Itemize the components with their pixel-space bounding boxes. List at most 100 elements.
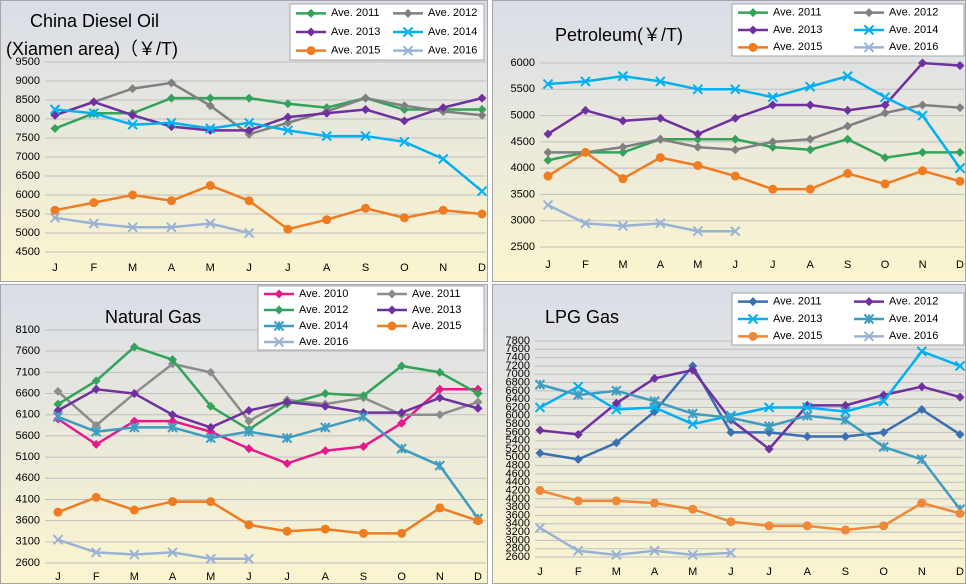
marker: [748, 8, 758, 18]
marker: [438, 103, 448, 113]
marker-shape: [917, 405, 927, 415]
y-tick-label: 7600: [506, 343, 530, 355]
marker: [387, 305, 397, 315]
marker-shape: [166, 78, 176, 88]
marker: [611, 385, 622, 397]
marker-shape: [166, 222, 177, 233]
legend-label: Ave. 2013: [773, 313, 822, 325]
marker-shape: [438, 205, 448, 215]
chart-title: China Diesel Oil: [30, 11, 159, 31]
marker: [918, 100, 928, 110]
x-tick-label: F: [575, 566, 582, 578]
marker: [917, 382, 927, 392]
marker: [805, 134, 815, 144]
marker: [49, 104, 61, 115]
marker: [168, 497, 178, 507]
marker: [692, 226, 704, 237]
legend-label: Ave. 2014: [889, 24, 938, 36]
marker-shape: [955, 103, 965, 113]
legend-item: Ave. 2011: [738, 296, 822, 308]
marker: [435, 410, 445, 420]
marker: [399, 116, 409, 126]
marker: [805, 145, 815, 155]
marker: [840, 400, 850, 410]
marker-shape: [168, 410, 178, 420]
marker-shape: [693, 161, 703, 171]
marker-shape: [306, 27, 316, 37]
marker-shape: [306, 8, 316, 18]
marker-shape: [205, 101, 215, 111]
marker: [358, 442, 368, 451]
marker: [477, 110, 487, 120]
marker: [730, 171, 740, 181]
marker: [360, 130, 371, 142]
marker: [358, 391, 368, 401]
marker: [842, 70, 853, 82]
marker: [283, 118, 293, 128]
marker-shape: [880, 153, 890, 163]
x-tick-label: J: [52, 262, 58, 274]
legend-label: Ave. 2011: [773, 7, 822, 19]
marker: [730, 134, 740, 144]
marker-shape: [611, 496, 621, 506]
marker-shape: [306, 46, 316, 56]
x-tick-label: J: [246, 571, 252, 583]
marker: [535, 486, 545, 496]
marker: [802, 432, 812, 442]
marker: [767, 91, 778, 103]
x-tick-label: A: [804, 566, 812, 578]
marker: [322, 215, 332, 225]
x-tick-label: D: [474, 571, 482, 583]
marker-shape: [205, 218, 216, 229]
marker-shape: [880, 100, 890, 110]
marker: [534, 522, 546, 534]
marker-shape: [387, 305, 397, 315]
marker-shape: [91, 492, 101, 502]
legend-item: Ave. 2013: [296, 26, 380, 38]
marker: [320, 401, 330, 411]
marker: [843, 121, 853, 131]
marker-shape: [573, 496, 583, 506]
marker: [53, 386, 63, 396]
marker: [840, 406, 851, 417]
x-tick-label: M: [128, 262, 137, 274]
y-tick-label: 5800: [506, 418, 530, 430]
marker: [435, 503, 445, 513]
y-tick-label: 2800: [506, 543, 530, 555]
marker: [473, 403, 483, 413]
y-tick-label: 5500: [511, 83, 535, 95]
marker-shape: [543, 147, 553, 157]
series-line: [539, 363, 961, 461]
marker-shape: [473, 397, 483, 407]
series-line: [54, 108, 483, 193]
x-tick-label: J: [285, 262, 291, 274]
marker: [473, 516, 483, 526]
marker: [244, 405, 254, 415]
marker-shape: [611, 404, 622, 415]
marker-shape: [205, 553, 216, 564]
marker: [205, 93, 215, 103]
legend-label: Ave. 2011: [331, 7, 380, 19]
marker-shape: [283, 224, 293, 234]
marker-shape: [617, 70, 629, 82]
series-line: [57, 388, 478, 465]
marker: [863, 42, 875, 53]
legend-label: Ave. 2015: [773, 330, 822, 342]
marker: [955, 508, 965, 518]
x-tick-label: O: [879, 566, 888, 578]
marker: [748, 331, 758, 341]
marker-shape: [802, 521, 812, 531]
marker: [917, 498, 927, 508]
y-tick-label: 5600: [506, 426, 530, 438]
x-tick-label: O: [397, 571, 406, 583]
legend-item: Ave. 2014: [854, 24, 938, 36]
marker-shape: [283, 99, 293, 109]
y-tick-label: 6400: [506, 393, 530, 405]
marker-shape: [768, 137, 778, 147]
marker-shape: [840, 406, 851, 417]
marker-shape: [476, 185, 488, 197]
marker-shape: [360, 130, 371, 142]
marker-shape: [840, 400, 850, 410]
marker-shape: [387, 289, 397, 299]
marker-shape: [918, 58, 928, 68]
